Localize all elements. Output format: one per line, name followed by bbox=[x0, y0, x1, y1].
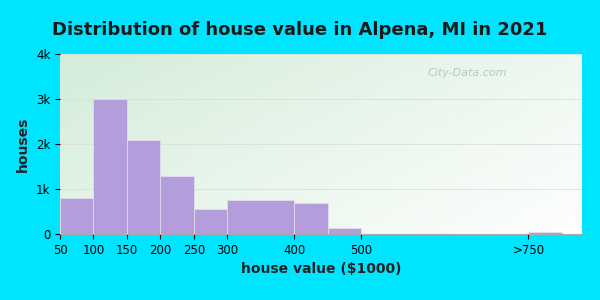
Bar bbox=[529, 232, 562, 234]
Bar bbox=[60, 198, 94, 234]
Bar bbox=[194, 209, 227, 234]
Bar bbox=[227, 200, 294, 234]
Bar bbox=[94, 99, 127, 234]
Bar bbox=[328, 228, 361, 234]
X-axis label: house value ($1000): house value ($1000) bbox=[241, 262, 401, 276]
Text: City-Data.com: City-Data.com bbox=[427, 68, 507, 78]
Text: Distribution of house value in Alpena, MI in 2021: Distribution of house value in Alpena, M… bbox=[52, 21, 548, 39]
Bar bbox=[127, 140, 160, 234]
Bar bbox=[294, 202, 328, 234]
Bar bbox=[160, 176, 194, 234]
Y-axis label: houses: houses bbox=[16, 116, 31, 172]
